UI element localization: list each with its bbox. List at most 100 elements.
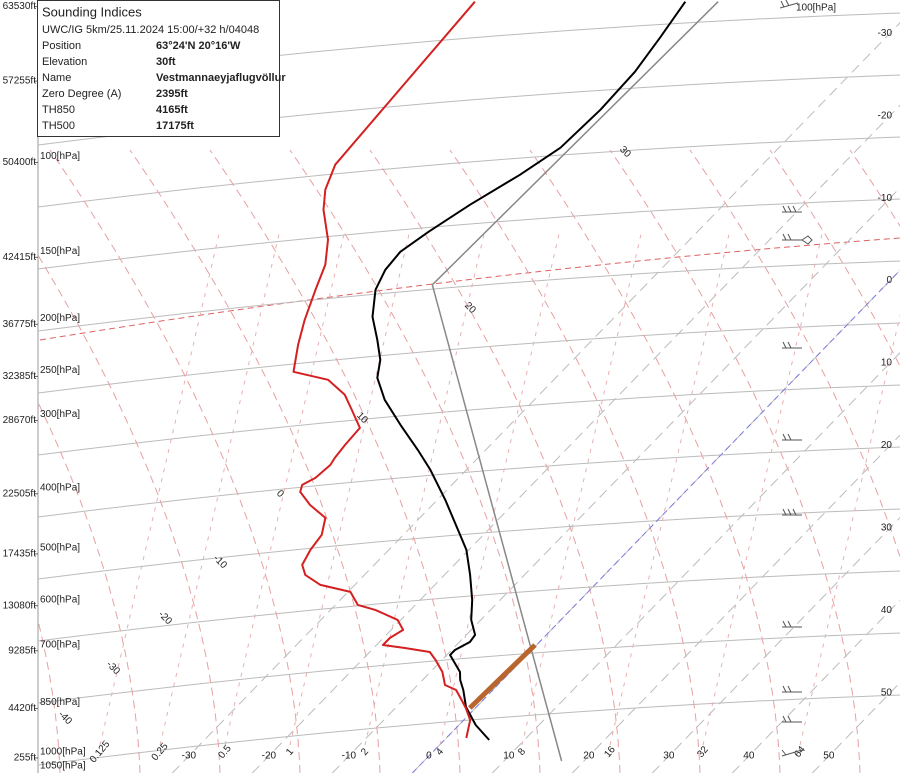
isotherm <box>652 516 900 773</box>
y-tick-label: 63530ft <box>3 1 37 12</box>
wind-barb <box>781 749 803 757</box>
mixing-ratio-label: 1 <box>284 746 296 758</box>
mixing-ratio-line <box>702 229 824 746</box>
moist-adiabat <box>609 149 861 773</box>
moist-adiabat <box>38 254 221 773</box>
y-tick-label: 57255ft <box>3 76 37 87</box>
y-tick-label: 36775ft <box>3 319 37 330</box>
info-label: Zero Degree (A) <box>42 88 121 100</box>
info-subtitle: UWC/IG 5km/25.11.2024 15:00/+32 h/04048 <box>42 24 259 36</box>
info-label: Elevation <box>42 56 87 68</box>
info-box: Sounding Indices UWC/IG 5km/25.11.2024 1… <box>37 0 286 137</box>
pressure-label: 250[hPa] <box>40 365 80 376</box>
info-value: Vestmannaeyjaflugvöllur <box>156 72 286 84</box>
temperature-label: -10 <box>342 751 357 762</box>
moist-adiabat <box>129 149 381 773</box>
info-box-frame <box>37 0 280 137</box>
y-tick-label: 22505ft <box>3 488 37 499</box>
dry-adiabat <box>38 198 900 270</box>
mixing-ratio-line <box>521 229 643 746</box>
moist-adiabat <box>49 149 301 773</box>
pressure-label: 700[hPa] <box>40 639 80 650</box>
dry-adiabat <box>38 260 900 332</box>
wind-barb <box>782 341 802 349</box>
mixing-ratio-label: 2 <box>359 746 371 758</box>
temperature-label: 30 <box>663 751 675 762</box>
y-tick-label: 42415ft <box>3 252 37 263</box>
moist-adiabat <box>529 149 781 773</box>
moist-adiabat <box>289 149 541 773</box>
isotherm <box>572 434 900 773</box>
temperature-label: 40 <box>881 605 893 616</box>
info-value: 2395ft <box>156 88 188 100</box>
wind-barb <box>782 433 802 441</box>
mixing-ratio-line <box>364 229 486 746</box>
dry-adiabat <box>38 446 900 518</box>
info-title: Sounding Indices <box>42 4 142 19</box>
pressure-label: 1050[hPa] <box>40 761 86 772</box>
isotherm <box>172 22 900 773</box>
mixing-ratio-line <box>609 229 731 746</box>
mixing-ratio-label: 8 <box>516 746 528 758</box>
temperature-label: 40 <box>743 751 755 762</box>
profile-line <box>431 1 719 762</box>
mixing-ratio-line <box>289 229 411 746</box>
moist-adiabat <box>689 149 900 559</box>
y-tick-label: 28670ft <box>3 415 37 426</box>
temperature-label: 20 <box>881 440 893 451</box>
temperature-label: 50 <box>823 751 835 762</box>
temperature-label: -20 <box>262 751 277 762</box>
profile-line <box>468 643 537 710</box>
pressure-label: 850[hPa] <box>40 697 80 708</box>
isotherm <box>732 599 900 773</box>
y-tick-label: 13080ft <box>3 600 37 611</box>
tropopause-line <box>39 237 900 341</box>
temperature-label: -20 <box>878 110 893 121</box>
isotherm <box>412 269 900 773</box>
mixing-ratio-label: 4 <box>434 746 446 758</box>
isotherm <box>252 104 900 773</box>
dry-adiabat <box>38 322 900 394</box>
moist-adiabat <box>38 618 61 773</box>
temperature-label: -30 <box>182 751 197 762</box>
isotherm <box>332 187 900 773</box>
info-label: TH850 <box>42 104 75 116</box>
wind-barb <box>782 508 802 516</box>
mixing-ratio-line <box>99 229 221 746</box>
y-tick-label: 50400ft <box>3 157 37 168</box>
info-label: Name <box>42 72 71 84</box>
info-value: 30ft <box>156 56 176 68</box>
temperature-label: -30 <box>878 28 893 39</box>
temperature-label: -10 <box>878 193 893 204</box>
dry-adiabat <box>38 136 900 208</box>
temperature-label: 0 <box>886 275 892 286</box>
pressure-label: 150[hPa] <box>40 246 80 257</box>
wind-barb <box>779 0 799 9</box>
dry-adiabat <box>38 508 900 580</box>
mixing-ratio-line <box>159 229 281 746</box>
moist-adiabat <box>769 149 900 368</box>
moist-adiabat <box>369 149 621 773</box>
temperature-label: 10 <box>881 358 893 369</box>
wind-barb <box>782 233 813 245</box>
dry-adiabat <box>38 632 900 704</box>
wind-barb <box>782 205 802 213</box>
temperature-label: 30 <box>881 523 893 534</box>
moist-adiabat <box>209 149 461 773</box>
wind-barb <box>782 685 802 693</box>
info-value: 17175ft <box>156 120 194 132</box>
pressure-label: 400[hPa] <box>40 482 80 493</box>
wind-barb <box>782 715 802 723</box>
y-tick-label: 17435ft <box>3 549 37 560</box>
profile-line <box>371 1 687 741</box>
y-tick-label: 32385ft <box>3 371 37 382</box>
moist-adiabat <box>38 401 141 773</box>
profile-line <box>292 1 476 739</box>
curve-layer <box>292 1 719 762</box>
dry-adiabat <box>38 384 900 456</box>
pressure-label: 100[hPa] <box>796 3 836 14</box>
pressure-label: 100[hPa] <box>40 151 80 162</box>
wind-barbs <box>779 0 813 757</box>
